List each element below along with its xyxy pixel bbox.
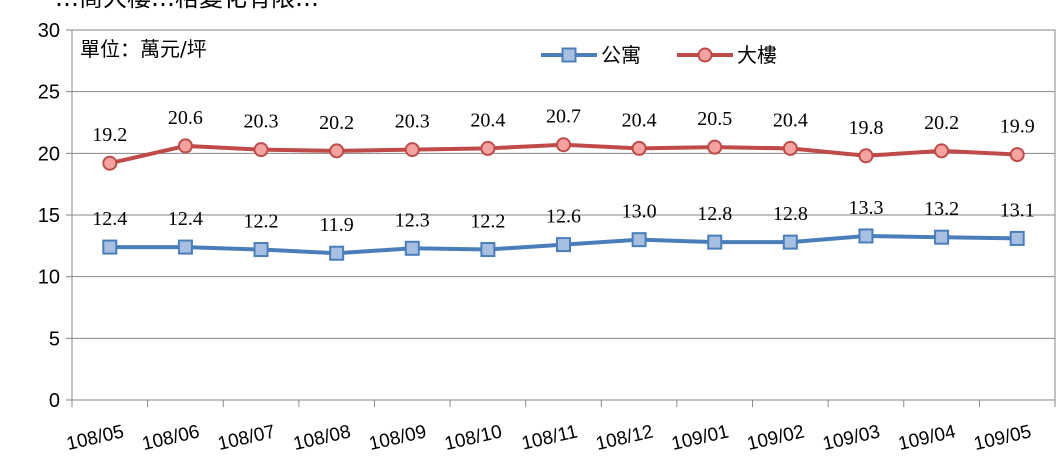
- y-tick-label: 30: [38, 20, 60, 42]
- y-tick-label: 15: [38, 205, 60, 227]
- x-tick-label: 108/11: [520, 421, 580, 454]
- top-text-fragment: …商大樓…格變化有限…: [55, 0, 319, 12]
- data-label: 20.3: [395, 111, 430, 133]
- data-label: 19.9: [1000, 116, 1035, 138]
- data-label: 20.4: [622, 109, 657, 131]
- y-axis-ticks: 0 5 10 15 20 25 30: [38, 20, 60, 412]
- data-label: 13.3: [848, 197, 883, 219]
- legend-marker-circle: [697, 47, 713, 63]
- data-label: 20.7: [546, 106, 581, 128]
- data-label: 13.2: [924, 198, 959, 220]
- data-point-circle: [858, 148, 874, 164]
- x-tick-label: 108/09: [367, 421, 428, 455]
- x-tick-label: 109/03: [821, 421, 882, 455]
- x-tick-label: 109/02: [745, 421, 806, 455]
- x-tick-label: 108/07: [216, 421, 277, 455]
- data-label: 20.4: [470, 109, 505, 131]
- data-label: 12.4: [92, 208, 127, 230]
- x-tick-label: 108/06: [140, 421, 201, 455]
- data-label: 12.3: [395, 209, 430, 231]
- legend-marker-square: [561, 47, 577, 63]
- data-point-circle: [480, 140, 496, 156]
- data-label: 13.0: [622, 201, 657, 223]
- data-point-square: [253, 242, 269, 258]
- data-label: 12.8: [773, 203, 808, 225]
- data-point-square: [631, 232, 647, 248]
- data-point-circle: [253, 142, 269, 158]
- data-label: 19.2: [92, 124, 127, 146]
- data-point-square: [858, 228, 874, 244]
- legend-label-0: 公寓: [601, 43, 641, 67]
- data-label: 11.9: [320, 214, 354, 236]
- data-point-square: [934, 229, 950, 245]
- data-label: 13.1: [1000, 199, 1035, 221]
- data-label: 20.2: [319, 112, 354, 134]
- data-label: 12.2: [244, 211, 279, 233]
- data-label: 12.8: [697, 203, 732, 225]
- unit-label: 單位：萬元/坪: [80, 37, 207, 61]
- data-point-circle: [102, 155, 118, 171]
- data-label: 12.6: [546, 206, 581, 228]
- data-label: 20.2: [924, 112, 959, 134]
- data-point-square: [1009, 230, 1025, 246]
- data-point-square: [782, 234, 798, 250]
- x-tick-label: 108/12: [594, 421, 655, 455]
- y-tick-label: 5: [49, 328, 60, 350]
- data-point-circle: [707, 139, 723, 155]
- data-point-circle: [329, 143, 345, 159]
- x-axis-ticks: 108/05 108/06 108/07 108/08 108/09 108/10 108/…: [65, 421, 1034, 455]
- x-tick-label: 109/05: [972, 421, 1033, 455]
- data-point-square: [707, 234, 723, 250]
- data-label: 12.2: [470, 211, 505, 233]
- data-point-circle: [404, 142, 420, 158]
- data-point-square: [102, 239, 118, 255]
- series-group: 12.4 12.4 12.2 11.9 12.3 12.2 12.6 13.0 12.8 12.8…: [92, 106, 1035, 261]
- y-tick-label: 10: [38, 267, 60, 289]
- x-tick-label: 108/08: [291, 421, 352, 455]
- data-point-circle: [934, 143, 950, 159]
- data-label: 20.5: [697, 108, 732, 130]
- x-tick-label: 108/05: [65, 421, 126, 455]
- x-tick-label: 109/04: [896, 421, 958, 455]
- data-point-circle: [782, 140, 798, 156]
- x-tick-label: 109/01: [669, 421, 730, 455]
- data-label: 20.6: [168, 107, 203, 129]
- data-label: 12.4: [168, 208, 203, 230]
- legend-label-1: 大樓: [737, 43, 777, 67]
- data-point-circle: [556, 137, 571, 153]
- data-label: 19.8: [848, 117, 883, 139]
- data-point-circle: [177, 138, 193, 154]
- data-label: 20.3: [244, 111, 279, 133]
- x-tick-label: 108/10: [443, 421, 504, 455]
- data-point-circle: [1009, 147, 1025, 163]
- y-tick-label: 20: [38, 143, 60, 165]
- y-tick-label: 0: [49, 390, 60, 412]
- data-label: 20.4: [773, 109, 808, 131]
- data-point-square: [404, 240, 420, 256]
- data-point-square: [329, 245, 345, 261]
- data-point-square: [177, 239, 193, 255]
- data-point-square: [556, 237, 571, 253]
- data-point-square: [480, 242, 496, 258]
- grid: [66, 29, 1056, 407]
- legend: 公寓 大樓: [541, 43, 777, 67]
- data-point-circle: [631, 140, 647, 156]
- y-tick-label: 25: [38, 82, 60, 104]
